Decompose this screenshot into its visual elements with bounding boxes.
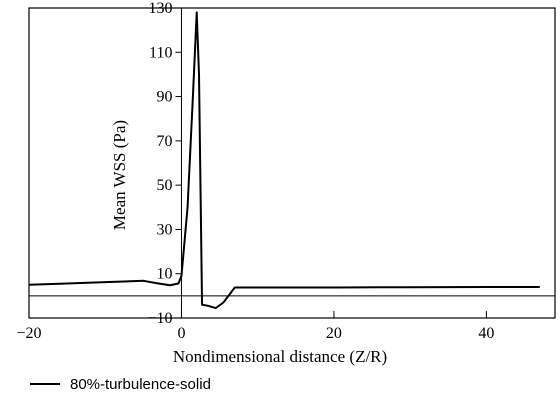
legend: 80%-turbulence-solid <box>30 376 211 393</box>
y-tick-label: 90 <box>156 89 172 106</box>
series-line-0 <box>28 11 540 310</box>
legend-label: 80%-turbulence-solid <box>70 376 211 393</box>
x-axis-label: Nondimensional distance (Z/R) <box>173 347 387 366</box>
y-tick-label: −10 <box>147 310 172 327</box>
y-tick-label: 10 <box>156 266 172 283</box>
plot-frame <box>28 7 556 319</box>
x-tick-label: 0 <box>177 325 185 342</box>
y-axis-label: Mean WSS (Pa) <box>110 120 129 230</box>
x-tick-label: 40 <box>478 325 494 342</box>
y-tick-label: 30 <box>156 221 172 238</box>
y-tick-label: 130 <box>148 0 172 17</box>
x-tick-label: −20 <box>16 325 41 342</box>
x-tick-label: 20 <box>326 325 342 342</box>
y-tick-label: 70 <box>156 133 172 150</box>
y-tick-label: 110 <box>149 44 172 61</box>
y-tick-label: 50 <box>156 177 172 194</box>
